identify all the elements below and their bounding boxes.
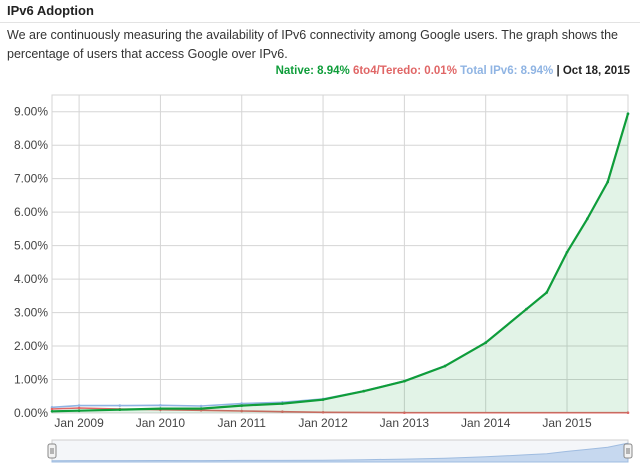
- data-point: [50, 407, 54, 411]
- series-line: [51, 407, 628, 414]
- y-tick-label: 7.00%: [14, 172, 48, 186]
- y-tick-label: 2.00%: [14, 339, 48, 353]
- y-tick-label: 8.00%: [14, 138, 48, 152]
- x-axis-ticks: Jan 2009 Jan 2010 Jan 2011 Jan 2012 Jan 2013…: [54, 416, 592, 430]
- data-point: [159, 407, 162, 410]
- navigator-handle-left[interactable]: [47, 443, 57, 459]
- data-point: [77, 404, 81, 407]
- data-point: [403, 411, 406, 415]
- legend-separator: |: [556, 65, 560, 77]
- series-native-area: [52, 113, 628, 413]
- data-point: [484, 341, 488, 345]
- data-point: [586, 217, 589, 221]
- data-point: [240, 402, 243, 405]
- data-point: [362, 389, 366, 393]
- chart-legend: Native: 8.94% 6to4/Teredo: 0.01% Total I…: [276, 65, 630, 77]
- y-tick-label: 9.00%: [14, 105, 48, 119]
- y-tick-label: 6.00%: [14, 205, 48, 219]
- data-point: [118, 404, 122, 407]
- data-point: [606, 180, 609, 184]
- x-tick-label: Jan 2013: [380, 416, 430, 430]
- data-point: [525, 307, 528, 311]
- data-point: [77, 409, 81, 413]
- page-title: IPv6 Adoption: [7, 3, 94, 18]
- x-tick-label: Jan 2010: [136, 416, 186, 430]
- y-tick-label: 5.00%: [14, 239, 48, 253]
- page-description: We are continuously measuring the availa…: [7, 28, 618, 61]
- data-point: [240, 404, 243, 407]
- x-tick-label: Jan 2012: [298, 416, 348, 430]
- data-point: [545, 291, 548, 294]
- y-tick-label: 1.00%: [14, 373, 48, 387]
- legend-native: Native: 8.94%: [275, 65, 350, 77]
- x-tick-label: Jan 2015: [542, 416, 592, 430]
- legend-total-ipv6: Total IPv6: 8.94%: [460, 65, 554, 77]
- y-tick-label: 3.00%: [14, 306, 48, 320]
- data-point: [77, 406, 81, 410]
- range-selector[interactable]: [47, 439, 633, 463]
- data-point: [199, 404, 203, 408]
- x-tick-label: Jan 2011: [217, 416, 266, 430]
- title-divider: [0, 22, 640, 23]
- navigator-series: [51, 442, 629, 463]
- data-point: [199, 407, 203, 410]
- data-point: [321, 398, 325, 401]
- series-native: [50, 112, 630, 413]
- x-tick-label: Jan 2014: [461, 416, 511, 430]
- data-point: [626, 411, 630, 415]
- data-point: [565, 251, 569, 254]
- data-point: [118, 408, 122, 412]
- series-layer: [50, 112, 630, 415]
- data-point: [403, 379, 406, 383]
- y-tick-label: 0.00%: [14, 406, 48, 420]
- data-point: [443, 364, 447, 368]
- data-point: [50, 410, 54, 413]
- y-axis-ticks: 0.00% 1.00% 2.00% 3.00% 4.00% 5.00% 6.00% 7.00%…: [14, 105, 48, 420]
- y-tick-label: 4.00%: [14, 272, 48, 286]
- data-point: [159, 404, 162, 407]
- x-tick-label: Jan 2009: [54, 416, 104, 430]
- series-line: [51, 113, 630, 413]
- navigator-handle-right[interactable]: [623, 443, 633, 459]
- data-point: [321, 411, 325, 414]
- data-point: [626, 112, 630, 115]
- legend-6to4-teredo: 6to4/Teredo: 0.01%: [352, 65, 457, 77]
- data-point: [281, 402, 284, 405]
- data-point: [281, 410, 284, 414]
- data-point: [240, 409, 243, 413]
- legend-date: Oct 18, 2015: [562, 65, 630, 77]
